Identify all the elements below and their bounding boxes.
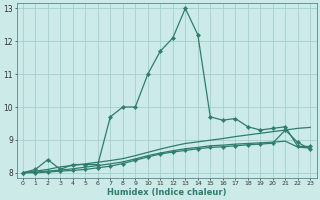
X-axis label: Humidex (Indice chaleur): Humidex (Indice chaleur) (107, 188, 226, 197)
